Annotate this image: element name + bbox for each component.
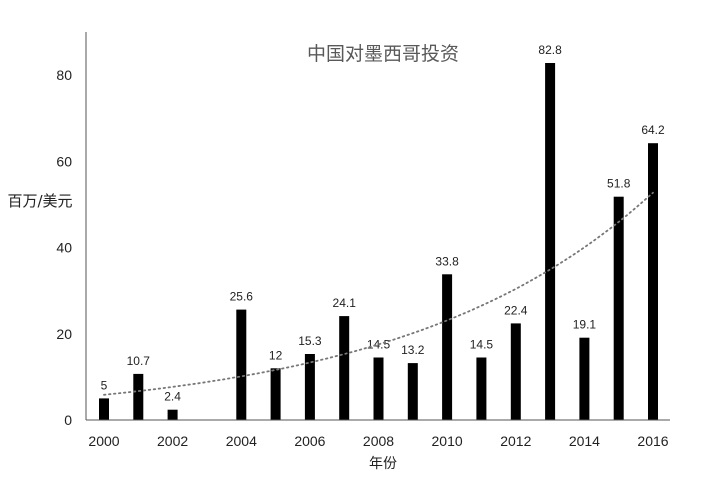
bar-2004 (236, 309, 247, 420)
data-label-2014: 19.1 (573, 318, 597, 332)
bar-2014 (579, 337, 590, 420)
y-ticks-group: 0 20 40 60 80 (56, 67, 72, 428)
data-label-2005: 12 (269, 348, 283, 362)
data-label-2004: 25.6 (230, 290, 254, 304)
data-label-2010: 33.8 (435, 254, 459, 268)
data-label-2013: 82.8 (538, 43, 562, 57)
trendline-group (103, 191, 654, 396)
x-tick-label-2008: 2008 (363, 433, 394, 449)
bar-2008 (373, 357, 384, 420)
x-tick-label-2010: 2010 (432, 433, 463, 449)
data-label-2006: 15.3 (298, 334, 322, 348)
x-ticks-group: 2000 2002 2004 2006 2008 2010 2012 2014 2016 (88, 433, 668, 449)
data-label-2001: 10.7 (127, 354, 151, 368)
data-label-2011: 14.5 (470, 338, 494, 352)
chart-title: 中国对墨西哥投资 (307, 43, 459, 65)
y-tick-label-60: 60 (56, 153, 72, 169)
y-tick-label-80: 80 (56, 67, 72, 83)
y-tick-label-40: 40 (56, 240, 72, 256)
y-tick-label-20: 20 (56, 326, 72, 342)
data-label-2002: 2.4 (164, 390, 181, 404)
bar-2013 (545, 63, 556, 420)
data-label-2016: 64.2 (641, 123, 665, 137)
data-label-2007: 24.1 (333, 296, 357, 310)
data-label-2012: 22.4 (504, 303, 528, 317)
x-tick-label-2006: 2006 (294, 433, 325, 449)
data-label-2015: 51.8 (607, 177, 631, 191)
data-label-2009: 13.2 (401, 343, 425, 357)
bar-2007 (339, 316, 350, 420)
bar-2006 (304, 354, 315, 420)
bar-2001 (133, 373, 144, 420)
bar-2009 (407, 363, 418, 420)
y-axis-label: 百万/美元 (7, 192, 72, 210)
bar-2016 (648, 143, 658, 420)
bar-2012 (510, 323, 521, 420)
data-label-2000: 5 (101, 378, 108, 392)
x-axis-label: 年份 (369, 456, 397, 472)
bar-2005 (270, 368, 281, 420)
x-tick-label-2000: 2000 (88, 433, 119, 449)
bar-2011 (476, 357, 487, 420)
x-tick-label-2014: 2014 (569, 433, 600, 449)
trendline (103, 191, 654, 396)
bar-2010 (442, 274, 453, 420)
bar-2015 (613, 196, 624, 420)
x-tick-label-2012: 2012 (500, 433, 531, 449)
bar-2000 (99, 398, 109, 420)
bar-2002 (167, 409, 178, 420)
y-tick-label-0: 0 (64, 412, 72, 428)
axes-group (85, 32, 670, 421)
x-tick-label-2016: 2016 (637, 433, 668, 449)
x-tick-label-2004: 2004 (226, 433, 257, 449)
bars-group (99, 63, 658, 420)
x-tick-label-2002: 2002 (157, 433, 188, 449)
